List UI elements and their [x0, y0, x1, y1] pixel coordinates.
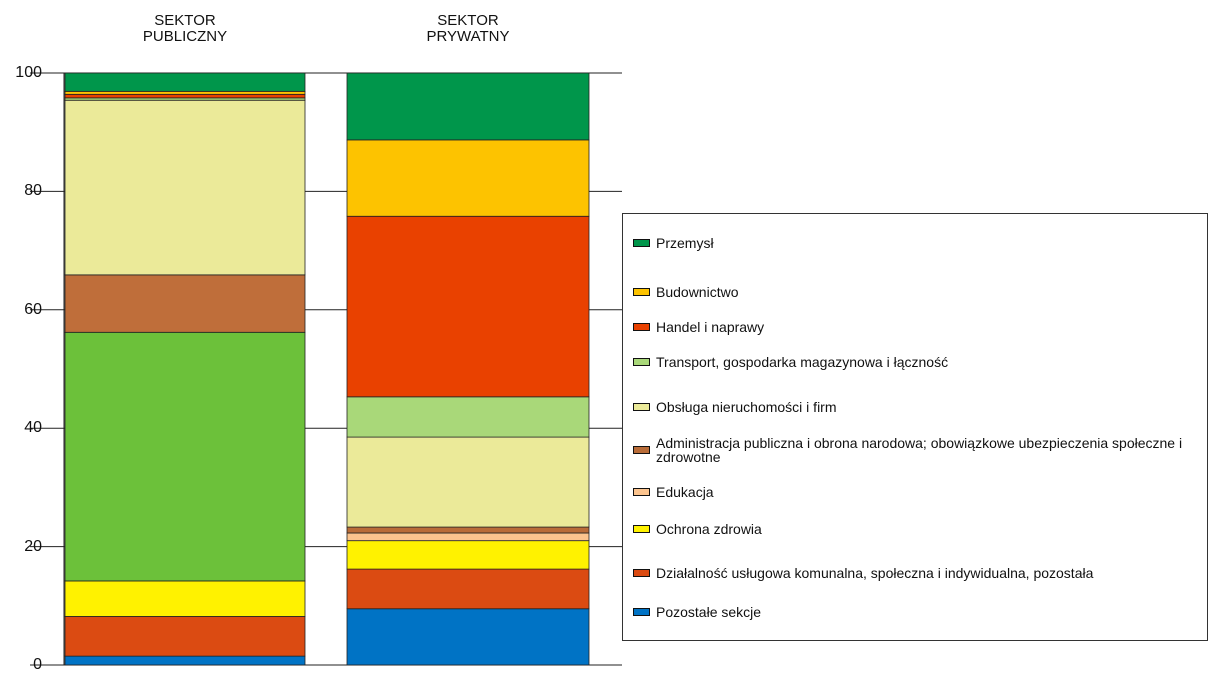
- legend-swatch: [633, 488, 650, 496]
- bar-segment: [64, 90, 306, 95]
- bar-segment: [346, 396, 590, 438]
- legend-label: Ochrona zdrowia: [656, 521, 762, 537]
- legend-item: Transport, gospodarka magazynowa i łączn…: [633, 355, 1196, 369]
- legend-item: Przemysł: [633, 236, 1196, 250]
- bar-segment: [346, 568, 590, 610]
- legend-label: Pozostałe sekcje: [656, 604, 762, 620]
- bar-segment: [346, 608, 590, 666]
- y-tick-label: 40: [24, 419, 42, 437]
- legend-label: Transport, gospodarka magazynowa i łączn…: [656, 354, 949, 370]
- legend-swatch: [633, 525, 650, 533]
- legend-item: Handel i naprawy: [633, 320, 1196, 334]
- legend-swatch: [633, 323, 650, 331]
- legend-item: Administracja publiczna i obrona narodow…: [633, 436, 1196, 464]
- legend-item: Pozostałe sekcje: [633, 605, 1196, 619]
- legend-swatch: [633, 446, 650, 454]
- legend-label: Budownictwo: [656, 284, 739, 300]
- bar-segment: [346, 436, 590, 528]
- legend-label: Obsługa nieruchomości i firm: [656, 399, 837, 415]
- bar-segment: [64, 93, 306, 99]
- bar-segment: [64, 274, 306, 333]
- y-tick-label: 100: [15, 64, 42, 81]
- legend-label: Działalność usługowa komunalna, społeczn…: [656, 565, 1094, 581]
- bar-segment: [64, 72, 306, 92]
- legend-swatch: [633, 403, 650, 411]
- bar-segment: [64, 99, 306, 276]
- bar-segment: [64, 331, 306, 582]
- bar-segment: [346, 526, 590, 534]
- legend-item: Edukacja: [633, 485, 1196, 499]
- legend-swatch: [633, 239, 650, 247]
- legend-label: Przemysł: [656, 235, 714, 251]
- bar-segment: [64, 655, 306, 666]
- bar-segment: [346, 540, 590, 570]
- y-tick-label: 0: [33, 656, 42, 673]
- legend-item: Działalność usługowa komunalna, społeczn…: [633, 566, 1196, 580]
- legend-swatch: [633, 608, 650, 616]
- legend-item: Ochrona zdrowia: [633, 522, 1196, 536]
- legend-swatch: [633, 569, 650, 577]
- bar-segment: [346, 532, 590, 542]
- legend-label: Administracja publiczna i obrona narodow…: [656, 435, 1183, 465]
- legend-item: Budownictwo: [633, 285, 1196, 299]
- legend-item: Obsługa nieruchomości i firm: [633, 400, 1196, 414]
- bar-segment: [64, 616, 306, 657]
- y-tick-label: 20: [24, 537, 42, 555]
- bar-segment: [346, 139, 590, 217]
- bar-segment: [64, 580, 306, 617]
- x-category-label: SEKTOR PRYWATNY: [426, 12, 510, 45]
- bar-segment: [346, 215, 590, 398]
- legend-swatch: [633, 288, 650, 296]
- x-category-label: SEKTOR PUBLICZNY: [142, 12, 228, 45]
- y-tick-label: 60: [24, 300, 42, 318]
- legend-label: Handel i naprawy: [656, 319, 765, 335]
- legend-swatch: [633, 358, 650, 366]
- legend-label: Edukacja: [656, 484, 714, 500]
- y-tick-label: 80: [24, 182, 42, 200]
- bar-segment: [346, 72, 590, 141]
- legend: Przemysł Budownictwo Handel i naprawy Trans…: [622, 213, 1208, 641]
